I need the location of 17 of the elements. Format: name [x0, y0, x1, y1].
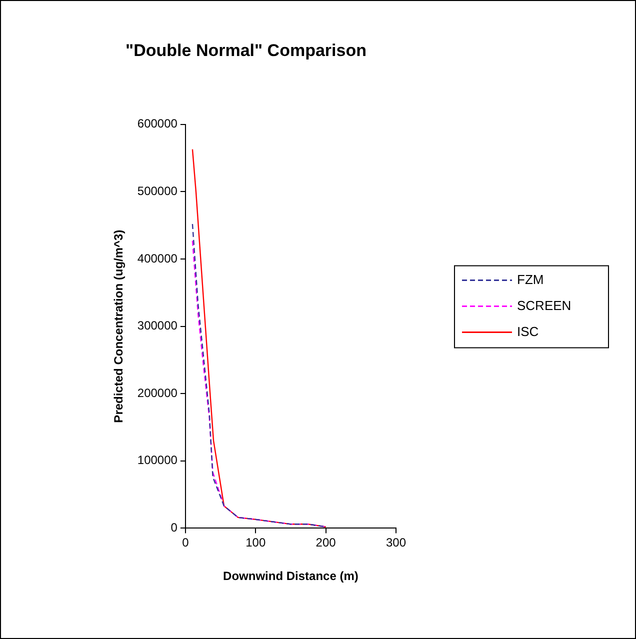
y-tick-label: 500000	[137, 184, 178, 198]
x-tick-label: 300	[386, 536, 406, 550]
y-tick-label: 400000	[137, 251, 178, 266]
x-tick-label: 200	[316, 536, 336, 550]
y-tick-label: 100000	[137, 453, 178, 468]
y-axis-title: Predicted Concentration (ug/m^3)	[112, 230, 126, 423]
legend-label: SCREEN	[517, 298, 572, 313]
x-axis-title: Downwind Distance (m)	[223, 569, 358, 584]
y-tick-label: 0	[170, 520, 178, 535]
x-tick-label: 0	[182, 536, 190, 550]
y-tick-label: 600000	[137, 116, 178, 131]
y-tick-label: 200000	[137, 386, 178, 400]
legend-label: ISC	[517, 324, 539, 339]
chart-title: "Double Normal" Comparison	[126, 40, 366, 60]
y-tick-label: 300000	[137, 318, 178, 333]
legend-label: FZM	[517, 272, 544, 287]
x-tick-label: 100	[246, 536, 266, 550]
